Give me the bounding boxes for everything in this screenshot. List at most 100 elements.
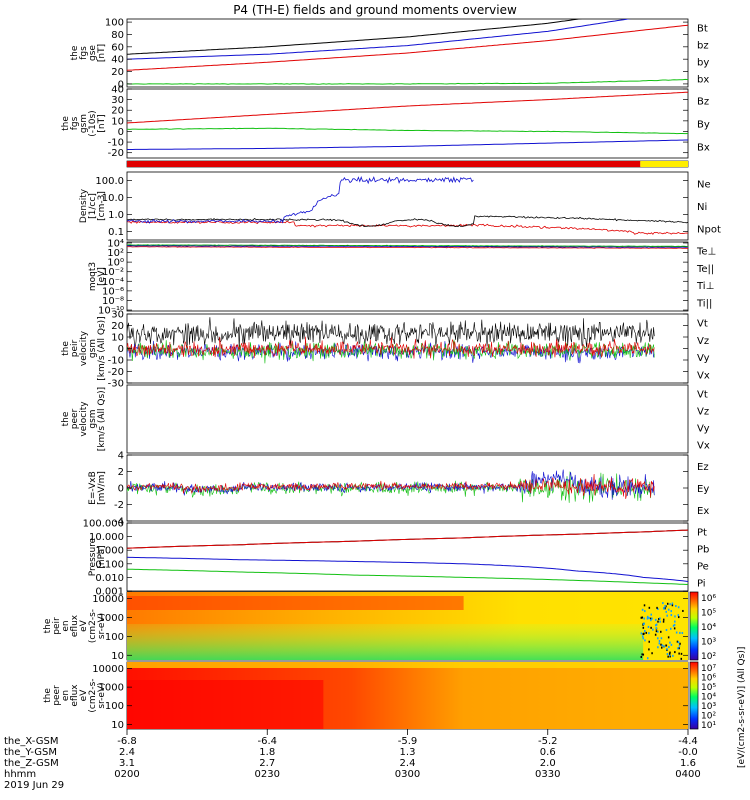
colorbar-tick-label: 10⁴ [701, 623, 716, 633]
ion-spectrogram-noise [643, 617, 645, 620]
x-tick-value: 0400 [675, 769, 700, 780]
ion-spectrogram-noise [642, 635, 644, 638]
colorbar-tick-label: 10³ [701, 702, 716, 712]
ion-spectrogram-noise [647, 625, 650, 628]
ion-spectrogram-noise [642, 637, 645, 640]
ion-spectrogram-noise [648, 648, 650, 651]
y-tick-label: 10⁻¹⁰ [98, 306, 124, 317]
x-tick-value: 3.1 [119, 758, 135, 769]
y-tick-label: 10⁴ [107, 238, 124, 249]
legend-entry: Vz [697, 336, 709, 347]
legend-entry: Bz [697, 97, 709, 108]
colorbar-tick-label: 10² [701, 652, 716, 662]
chart-title: P4 (TH-E) fields and ground moments over… [233, 3, 517, 17]
y-axis-label: eV [79, 619, 89, 632]
electron-spectrogram-top [127, 662, 688, 668]
series-bx [127, 19, 632, 60]
legend-entry: Vx [697, 441, 710, 452]
ion-spectrogram-noise [655, 630, 658, 633]
legend-entry: Pe [697, 562, 709, 573]
series-temp-red [127, 246, 688, 249]
y-tick-label: 0 [118, 344, 124, 355]
y-axis-label: [eV] [97, 267, 107, 286]
legend-entry: Vt [697, 390, 708, 401]
legend-entry: Te⊥ [696, 247, 716, 258]
y-tick-label: 100 [105, 701, 124, 712]
y-tick-label: 30 [111, 310, 124, 321]
series-temp-green [127, 244, 688, 247]
series-temp-blue [127, 245, 688, 248]
y-axis-label: peir [52, 617, 62, 635]
y-tick-label: 20 [111, 67, 124, 78]
ion-spectrogram-noise [664, 605, 666, 608]
ion-spectrogram-peak [127, 596, 464, 610]
ion-spectrogram-noise [669, 655, 671, 658]
y-tick-label: 10000 [92, 594, 124, 605]
x-row-label: the_Z-GSM [4, 758, 59, 769]
ion-spectrogram-noise [640, 616, 643, 619]
ion-spectrogram-noise [679, 642, 681, 645]
colorbar-tick-label: 10¹ [701, 721, 716, 731]
ion-spectrogram-noise [650, 619, 652, 622]
legend-entry: Ti⊥ [696, 281, 714, 292]
ion-spectrogram-noise [658, 640, 661, 643]
y-axis-label: the [43, 618, 53, 633]
ion-spectrogram-noise [669, 651, 671, 654]
ion-spectrogram-noise [666, 614, 668, 617]
y-tick-label: 10² [107, 248, 124, 259]
legend-entry: bx [697, 75, 709, 86]
panel-frame-temperature [126, 241, 689, 312]
legend-entry: Pb [697, 545, 709, 556]
ion-spectrogram-noise [644, 610, 646, 613]
ion-spectrogram-noise [670, 610, 672, 613]
y-axis-label: (cm2-s- [88, 678, 98, 712]
legend-entry: Bt [697, 24, 708, 35]
x-tick-value: 2.0 [540, 758, 556, 769]
y-tick-label: 10.000 [89, 532, 124, 543]
series-by [127, 78, 688, 85]
legend-entry: Vy [697, 424, 710, 435]
colorbar-tick-label: 10⁵ [701, 609, 716, 619]
y-tick-label: 1000 [99, 683, 124, 694]
series-Npot [127, 175, 474, 224]
y-tick-label: -30 [108, 379, 124, 390]
x-tick-value: -5.9 [398, 736, 418, 747]
ion-spectrogram-noise [665, 605, 667, 608]
ion-spectrogram-noise [657, 608, 659, 611]
ion-spectrogram-noise [666, 602, 669, 605]
ion-spectrogram-noise [655, 627, 658, 630]
y-axis-label: eflux [70, 684, 80, 707]
x-tick-value: -4.4 [678, 736, 698, 747]
y-tick-label: 0 [118, 79, 124, 90]
ion-spectrogram-noise [660, 637, 663, 640]
ion-spectrogram-noise [650, 613, 652, 616]
legend-entry: Npot [697, 225, 721, 236]
ion-spectrogram-noise [657, 630, 659, 633]
ion-spectrogram-noise [674, 651, 676, 654]
series-Pb [127, 529, 688, 549]
ion-spectrogram-noise [648, 617, 650, 620]
y-axis-label: gse [88, 45, 98, 61]
y-tick-label: 60 [111, 42, 124, 53]
ion-spectrogram-noise [660, 646, 663, 649]
legend-entry: Ex [697, 506, 709, 517]
colorbar-tick-label: 10⁶ [701, 594, 716, 604]
panel-frame-fgs_gsm [126, 88, 689, 159]
series-Pe [127, 568, 688, 585]
ion-spectrogram-noise [681, 632, 684, 635]
y-axis-label: Pressure [88, 537, 98, 576]
x-tick-value: -5.2 [538, 736, 558, 747]
y-axis-label: velocity [79, 330, 89, 366]
x-tick-value: 1.8 [259, 747, 275, 758]
y-axis-label: moqt3 [88, 262, 98, 291]
y-tick-label: 10⁻⁸ [102, 296, 124, 307]
y-axis-label: peir [70, 339, 80, 357]
y-tick-label: 10 [111, 333, 124, 344]
ion-spectrogram-noise [662, 618, 665, 621]
colorbar-ion [689, 591, 699, 661]
legend-entry: Ne [697, 179, 711, 190]
x-tick-value: 0300 [395, 769, 420, 780]
y-tick-label: 20 [111, 106, 124, 117]
